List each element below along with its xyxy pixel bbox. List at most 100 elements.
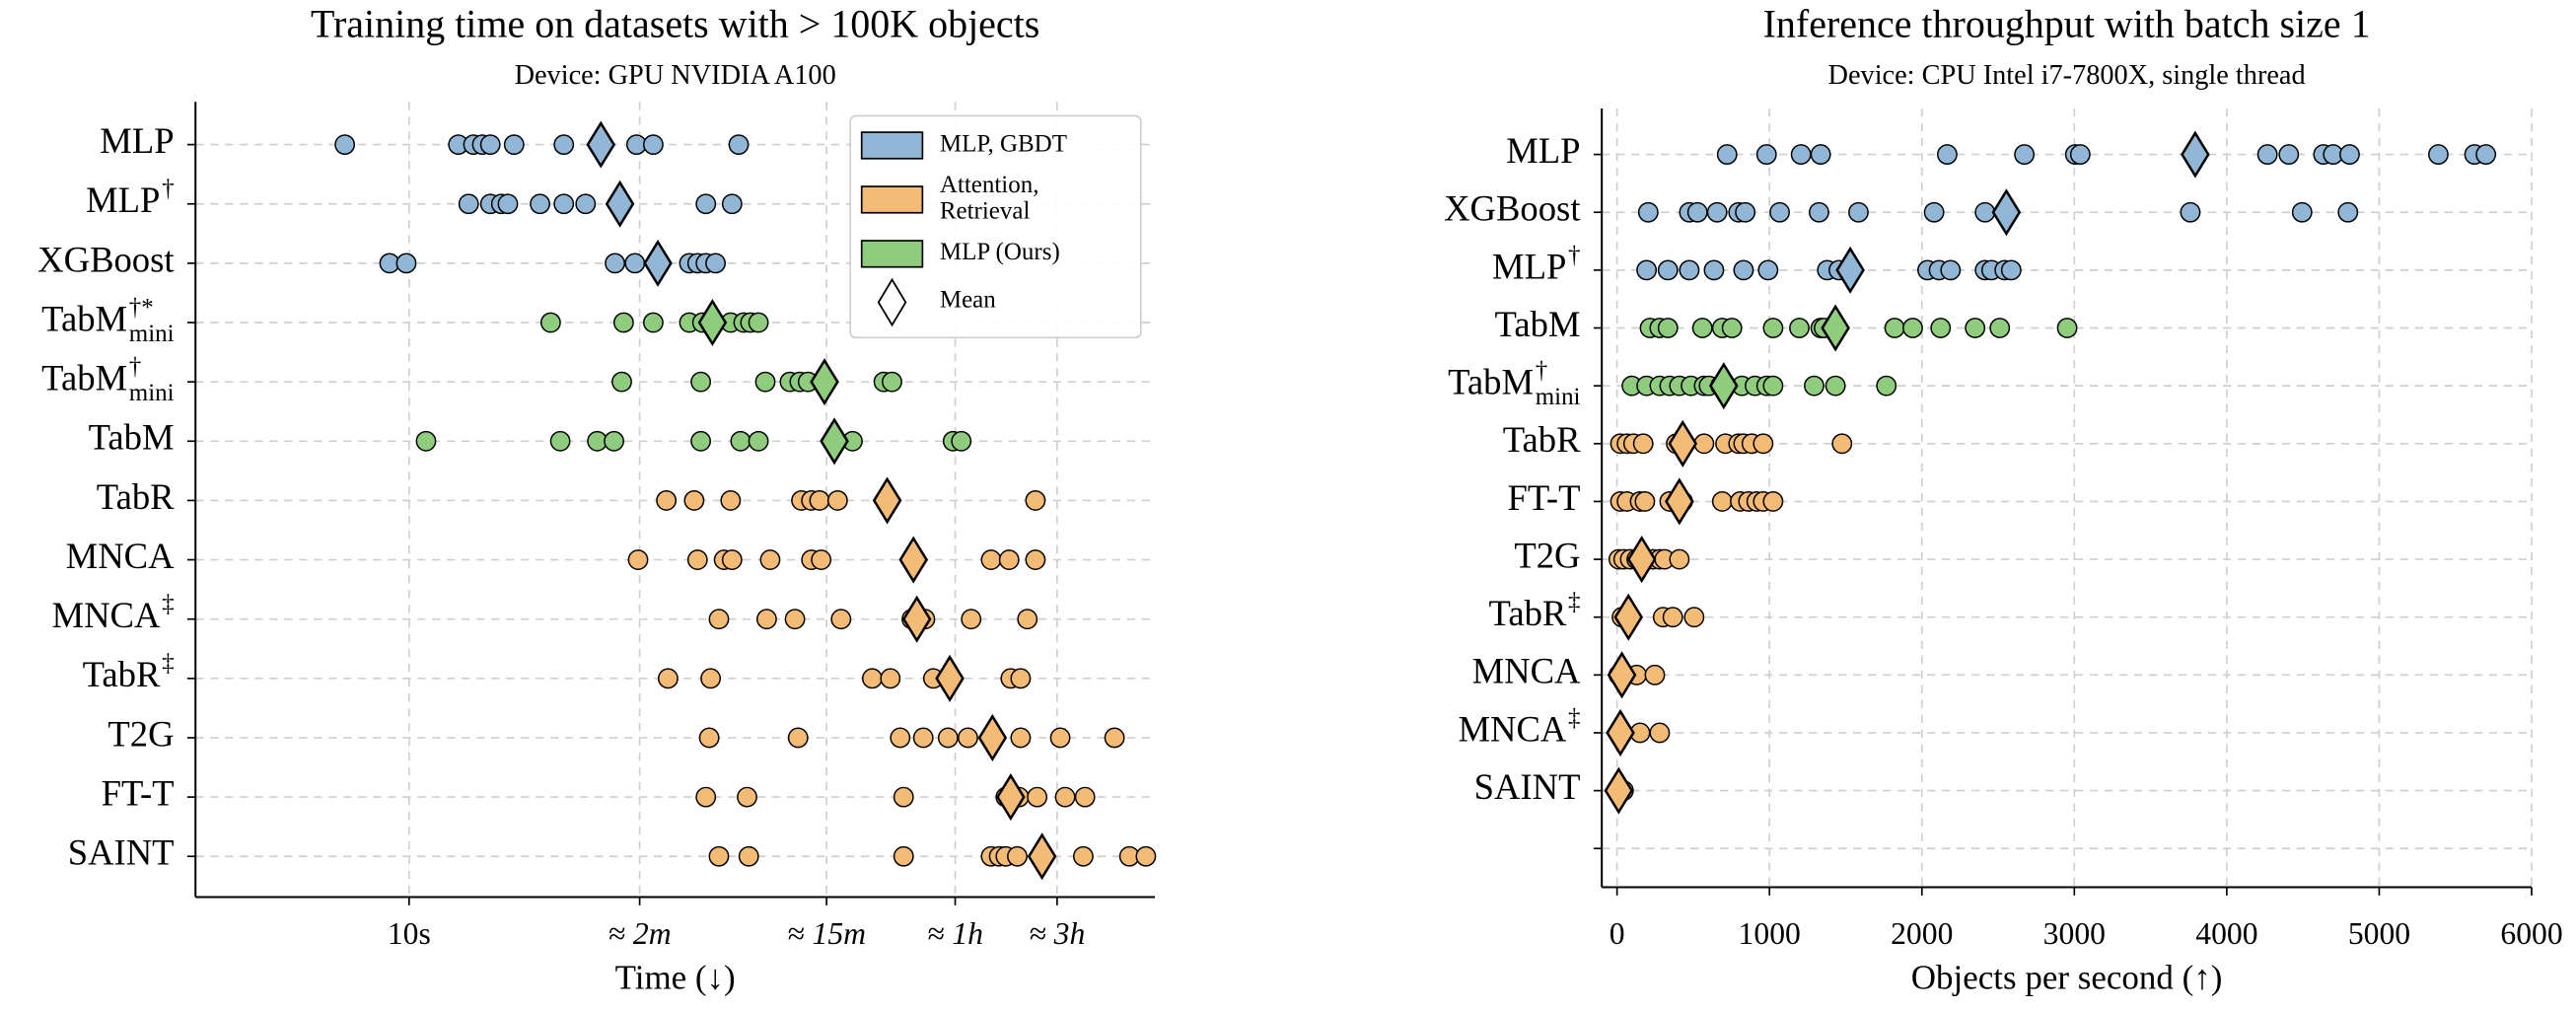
data-point: [1825, 375, 1846, 397]
data-point: [1762, 318, 1784, 338]
data-point: [1923, 201, 1945, 223]
data-point: [728, 134, 750, 156]
mean-marker: [820, 417, 849, 466]
mean-marker: [996, 773, 1026, 822]
y-tick-label: MNCA: [1472, 651, 1581, 691]
y-tick-label: XGBoost: [37, 239, 174, 279]
data-point: [611, 371, 632, 393]
legend-swatch: [861, 277, 923, 326]
data-point: [912, 727, 934, 749]
data-point: [539, 312, 561, 333]
y-tick-label: T2G: [107, 713, 174, 754]
data-point: [657, 668, 679, 689]
y-tick-label: TabR: [1489, 593, 1567, 633]
data-point: [1733, 259, 1754, 281]
mean-marker: [1607, 651, 1637, 699]
data-point: [748, 312, 769, 333]
data-point: [1965, 318, 1986, 338]
data-point: [2180, 201, 2201, 223]
data-point: [1657, 259, 1679, 281]
data-point: [811, 549, 832, 570]
legend-swatch: [860, 185, 924, 214]
y-tick-label: TabM: [1448, 362, 1534, 402]
legend-label: MLP (Ours): [939, 239, 1060, 266]
y-tick-sup: ‡: [162, 650, 174, 677]
data-point: [748, 430, 769, 452]
y-tick-label: T2G: [1514, 535, 1580, 575]
mean-marker: [643, 239, 673, 287]
data-point: [1902, 318, 1923, 338]
data-point: [756, 609, 777, 630]
data-point: [1755, 144, 1777, 166]
data-point: [830, 609, 852, 630]
data-point: [1753, 433, 1774, 455]
data-point: [2291, 201, 2313, 223]
data-point: [1691, 318, 1713, 338]
data-point: [643, 134, 664, 156]
data-point: [730, 430, 751, 452]
data-point: [893, 845, 914, 867]
mean-marker: [872, 476, 902, 525]
data-point: [1686, 201, 1708, 223]
legend: MLP, GBDT Attention, Retrieval MLP (Ours) M…: [849, 114, 1142, 339]
data-point: [826, 490, 848, 511]
data-point: [530, 193, 550, 215]
data-point: [1049, 727, 1071, 749]
data-point: [1693, 433, 1715, 455]
data-point: [1848, 201, 1869, 223]
data-point: [503, 134, 525, 156]
legend-diamond: [877, 277, 907, 326]
data-point: [627, 549, 649, 570]
mean-marker: [586, 120, 616, 169]
mean-marker: [1626, 536, 1657, 584]
data-point: [720, 490, 742, 511]
data-point: [787, 727, 809, 749]
data-point: [937, 727, 959, 749]
mean-marker: [810, 358, 839, 406]
data-point: [784, 609, 806, 630]
y-tick-sup: †: [1536, 358, 1547, 385]
data-point: [1054, 786, 1076, 808]
mean-marker: [901, 595, 932, 643]
data-point: [1757, 259, 1779, 281]
data-point: [1073, 845, 1094, 867]
data-point: [1735, 201, 1756, 223]
y-tick-label: MLP: [86, 180, 160, 220]
data-point: [708, 609, 730, 630]
data-point: [1762, 375, 1784, 397]
data-point: [1940, 259, 1962, 281]
data-point: [1010, 727, 1032, 749]
data-point: [759, 549, 781, 570]
x-tick-label: 5000: [2348, 916, 2410, 951]
y-tick-sub: mini: [129, 380, 175, 406]
data-point: [2337, 201, 2359, 223]
legend-entry: Mean: [861, 277, 1130, 326]
x-tick-label: ≈ 2m: [608, 916, 672, 951]
y-tick-label: SAINT: [1474, 766, 1581, 807]
y-tick-label: XGBoost: [1444, 188, 1580, 229]
data-point: [721, 549, 743, 570]
data-point: [1974, 201, 1996, 223]
data-point: [890, 727, 911, 749]
x-tick-label: 6000: [2500, 916, 2562, 951]
chart-title: Inference throughput with batch size 1: [1763, 2, 2371, 46]
mean-marker: [898, 536, 929, 584]
data-point: [1027, 786, 1048, 808]
data-point: [1104, 727, 1125, 749]
data-point: [690, 430, 712, 452]
y-tick-label: FT-T: [1508, 477, 1581, 518]
data-point: [553, 134, 575, 156]
data-point: [1644, 664, 1666, 685]
legend-entry: MLP (Ours): [860, 239, 1130, 268]
y-tick-label: TabM: [41, 298, 127, 338]
data-point: [1937, 144, 1958, 166]
data-point: [624, 252, 646, 274]
data-point: [549, 430, 571, 452]
y-tick-label: SAINT: [68, 832, 175, 873]
data-point: [737, 786, 757, 808]
data-point: [961, 609, 982, 630]
mean-marker: [1027, 832, 1057, 881]
data-point: [1007, 845, 1028, 867]
legend-label: Attention, Retrieval: [939, 172, 1039, 225]
